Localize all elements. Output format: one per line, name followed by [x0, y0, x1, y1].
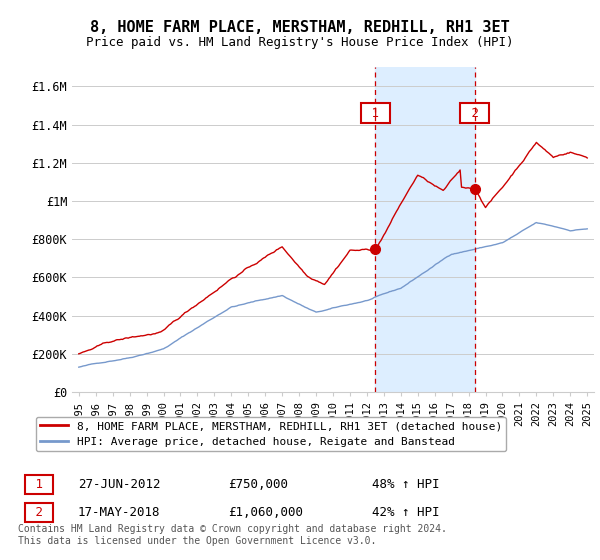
Text: 8, HOME FARM PLACE, MERSTHAM, REDHILL, RH1 3ET: 8, HOME FARM PLACE, MERSTHAM, REDHILL, R… — [90, 20, 510, 35]
Text: 17-MAY-2018: 17-MAY-2018 — [78, 506, 161, 519]
Text: 27-JUN-2012: 27-JUN-2012 — [78, 478, 161, 491]
Text: 42% ↑ HPI: 42% ↑ HPI — [372, 506, 439, 519]
Text: 1: 1 — [364, 106, 386, 119]
Text: Contains HM Land Registry data © Crown copyright and database right 2024.
This d: Contains HM Land Registry data © Crown c… — [18, 524, 447, 546]
Text: 1: 1 — [28, 478, 50, 491]
Text: £750,000: £750,000 — [228, 478, 288, 491]
Text: 2: 2 — [464, 106, 486, 119]
Text: £1,060,000: £1,060,000 — [228, 506, 303, 519]
Text: Price paid vs. HM Land Registry's House Price Index (HPI): Price paid vs. HM Land Registry's House … — [86, 36, 514, 49]
Bar — [375, 67, 475, 392]
Text: 48% ↑ HPI: 48% ↑ HPI — [372, 478, 439, 491]
Legend: 8, HOME FARM PLACE, MERSTHAM, REDHILL, RH1 3ET (detached house), HPI: Average pr: 8, HOME FARM PLACE, MERSTHAM, REDHILL, R… — [35, 417, 506, 451]
Text: 2: 2 — [28, 506, 50, 519]
